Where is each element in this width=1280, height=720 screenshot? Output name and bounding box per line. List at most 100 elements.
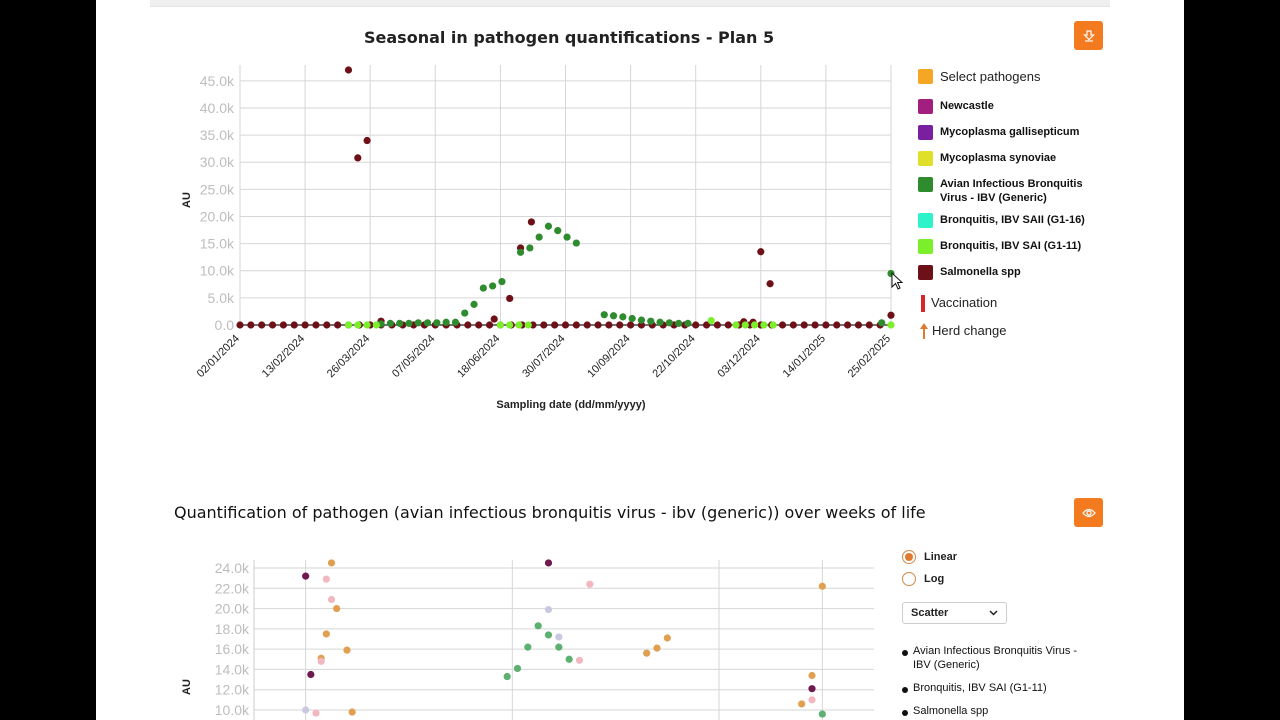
chart1-data-point[interactable] xyxy=(301,321,309,329)
chart1-data-point[interactable] xyxy=(258,321,266,329)
chart2-data-point[interactable] xyxy=(322,575,330,583)
chart1-data-point[interactable] xyxy=(844,321,852,329)
legend-vaccination[interactable]: Vaccination xyxy=(918,295,997,312)
chart1-data-point[interactable] xyxy=(479,284,487,292)
chart1-data-point[interactable] xyxy=(451,318,460,326)
chart1-data-point[interactable] xyxy=(516,248,525,256)
chart2-data-point[interactable] xyxy=(555,643,563,651)
chart1-data-point[interactable] xyxy=(769,321,777,329)
chart1-data-point[interactable] xyxy=(656,318,664,326)
chart1-data-point[interactable] xyxy=(833,321,841,329)
chart2-data-point[interactable] xyxy=(513,664,522,673)
legend-item[interactable]: Newcastle xyxy=(918,99,1110,114)
chart1-data-point[interactable] xyxy=(405,319,413,327)
chart1-data-point[interactable] xyxy=(572,239,580,247)
chart1-data-point[interactable] xyxy=(605,321,613,329)
chart1-data-point[interactable] xyxy=(515,321,523,329)
chart1-data-point[interactable] xyxy=(423,319,432,327)
chart1-data-point[interactable] xyxy=(647,317,655,325)
chart-type-select[interactable]: Scatter xyxy=(902,602,1007,624)
legend-item[interactable]: Avian Infectious Bronquitis Virus - IBV … xyxy=(918,177,1110,205)
chart1-data-point[interactable] xyxy=(692,321,700,329)
chart1-data-point[interactable] xyxy=(354,154,362,162)
chart1-data-point[interactable] xyxy=(475,321,483,329)
chart2-legend-item[interactable]: Bronquitis, IBV SAI (G1-11) xyxy=(902,681,1047,695)
chart1-data-point[interactable] xyxy=(544,222,553,230)
chart1-data-point[interactable] xyxy=(600,311,608,319)
chart1-data-point[interactable] xyxy=(323,321,331,329)
chart2-data-point[interactable] xyxy=(534,622,542,630)
chart1-data-point[interactable] xyxy=(363,321,371,329)
chart1-data-point[interactable] xyxy=(760,321,768,329)
chart2-data-point[interactable] xyxy=(343,646,351,654)
chart1-data-point[interactable] xyxy=(811,321,819,329)
chart1-data-point[interactable] xyxy=(461,309,469,317)
chart2-data-point[interactable] xyxy=(307,670,315,679)
chart2-data-point[interactable] xyxy=(818,710,826,718)
chart1-data-point[interactable] xyxy=(526,244,534,252)
chart2-data-point[interactable] xyxy=(327,559,336,567)
chart1-data-point[interactable] xyxy=(496,321,504,329)
chart2-data-point[interactable] xyxy=(544,559,553,567)
chart1-data-point[interactable] xyxy=(583,321,591,329)
legend-item[interactable]: Bronquitis, IBV SAII (G1-16) xyxy=(918,213,1110,228)
legend-item[interactable]: Mycoplasma synoviae xyxy=(918,151,1110,166)
chart2-data-point[interactable] xyxy=(818,582,826,590)
chart1-data-point[interactable] xyxy=(489,282,497,290)
chart1-data-point[interactable] xyxy=(386,319,394,327)
chart1-data-point[interactable] xyxy=(732,321,740,329)
chart1-data-point[interactable] xyxy=(354,321,362,329)
scale-linear-radio[interactable]: Linear xyxy=(902,550,957,564)
legend-item[interactable]: Bronquitis, IBV SAI (G1-11) xyxy=(918,239,1110,254)
chart1-data-point[interactable] xyxy=(854,321,863,329)
chart2-data-point[interactable] xyxy=(312,709,320,717)
chart1-data-point[interactable] xyxy=(344,66,353,74)
chart1-data-point[interactable] xyxy=(609,312,618,320)
chart2-legend-item[interactable]: Avian Infectious Bronquitis Virus - IBV … xyxy=(902,644,1083,672)
chart1-data-point[interactable] xyxy=(778,321,787,329)
chart2-data-point[interactable] xyxy=(544,631,553,639)
chart2-data-point[interactable] xyxy=(503,672,511,681)
chart1-data-point[interactable] xyxy=(627,321,635,329)
chart1-data-point[interactable] xyxy=(789,321,797,329)
chart1-data-point[interactable] xyxy=(563,233,571,241)
chart1-data-point[interactable] xyxy=(506,321,514,329)
chart1-data-point[interactable] xyxy=(665,319,673,327)
chart1-data-point[interactable] xyxy=(766,280,774,288)
chart1-data-point[interactable] xyxy=(675,319,683,327)
chart1-data-point[interactable] xyxy=(490,315,498,323)
chart2-data-point[interactable] xyxy=(327,595,336,604)
legend-select-pathogens[interactable]: Select pathogens xyxy=(918,69,1040,84)
chart1-data-point[interactable] xyxy=(561,321,570,329)
chart1-data-point[interactable] xyxy=(628,314,636,323)
chart1-data-point[interactable] xyxy=(524,321,532,329)
chart2-data-point[interactable] xyxy=(544,605,553,614)
chart1-data-point[interactable] xyxy=(470,300,478,308)
chart1-data-point[interactable] xyxy=(506,294,514,303)
chart2-data-point[interactable] xyxy=(333,604,341,613)
scale-log-radio[interactable]: Log xyxy=(902,572,944,586)
chart1-data-point[interactable] xyxy=(757,248,765,256)
chart1-data-point[interactable] xyxy=(878,319,886,327)
chart2-data-point[interactable] xyxy=(575,656,584,664)
chart2-data-point[interactable] xyxy=(808,696,816,704)
chart2-data-point[interactable] xyxy=(565,655,573,663)
chart1-data-point[interactable] xyxy=(724,321,732,329)
chart1-data-point[interactable] xyxy=(616,321,624,329)
chart1-data-point[interactable] xyxy=(572,321,580,329)
chart1-data-point[interactable] xyxy=(887,321,895,329)
chart1-data-point[interactable] xyxy=(751,321,759,329)
chart1-data-point[interactable] xyxy=(442,318,450,326)
chart1-data-point[interactable] xyxy=(414,319,422,327)
chart1-data-point[interactable] xyxy=(334,321,342,329)
chart1-data-point[interactable] xyxy=(236,321,244,329)
chart2-data-point[interactable] xyxy=(653,644,661,652)
view-button[interactable] xyxy=(1074,498,1103,527)
chart1-data-point[interactable] xyxy=(268,321,277,329)
chart1-data-point[interactable] xyxy=(527,218,535,226)
chart1-data-point[interactable] xyxy=(396,319,404,327)
chart2-data-point[interactable] xyxy=(302,572,310,580)
chart1-data-point[interactable] xyxy=(713,321,722,329)
chart2-data-point[interactable] xyxy=(808,685,816,693)
chart1-data-point[interactable] xyxy=(741,321,749,329)
